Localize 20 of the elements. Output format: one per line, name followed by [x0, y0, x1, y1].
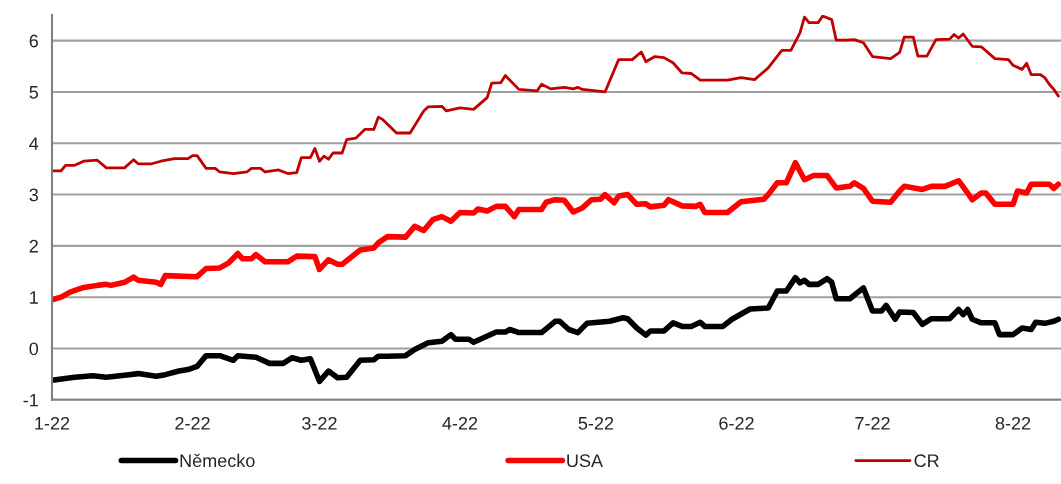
x-tick-label: 7-22: [855, 416, 890, 430]
x-tick-label: 8-22: [995, 416, 1031, 430]
x-tick-label: 6-22: [719, 416, 754, 430]
x-tick-label: 4-22: [442, 416, 478, 430]
y-tick-label: 6: [29, 34, 38, 48]
y-tick-label: 3: [29, 188, 38, 202]
x-tick-label: 5-22: [578, 416, 614, 430]
legend-label: USA: [567, 454, 603, 468]
x-tick-label: 1-22: [35, 416, 70, 430]
y-tick-label: 5: [29, 86, 39, 99]
y-tick-label: 4: [29, 137, 39, 150]
legend-label: Německo: [180, 453, 255, 468]
x-tick-label: 3-22: [302, 416, 337, 430]
y-tick-label: 1: [30, 291, 38, 304]
legend-label: CR: [914, 454, 939, 468]
x-tick-label: 2-22: [175, 416, 210, 430]
line-series: [51, 15, 1060, 175]
y-tick-label: 0: [29, 342, 39, 356]
y-tick-label: -1: [23, 393, 38, 407]
y-tick-label: 2: [29, 239, 38, 253]
